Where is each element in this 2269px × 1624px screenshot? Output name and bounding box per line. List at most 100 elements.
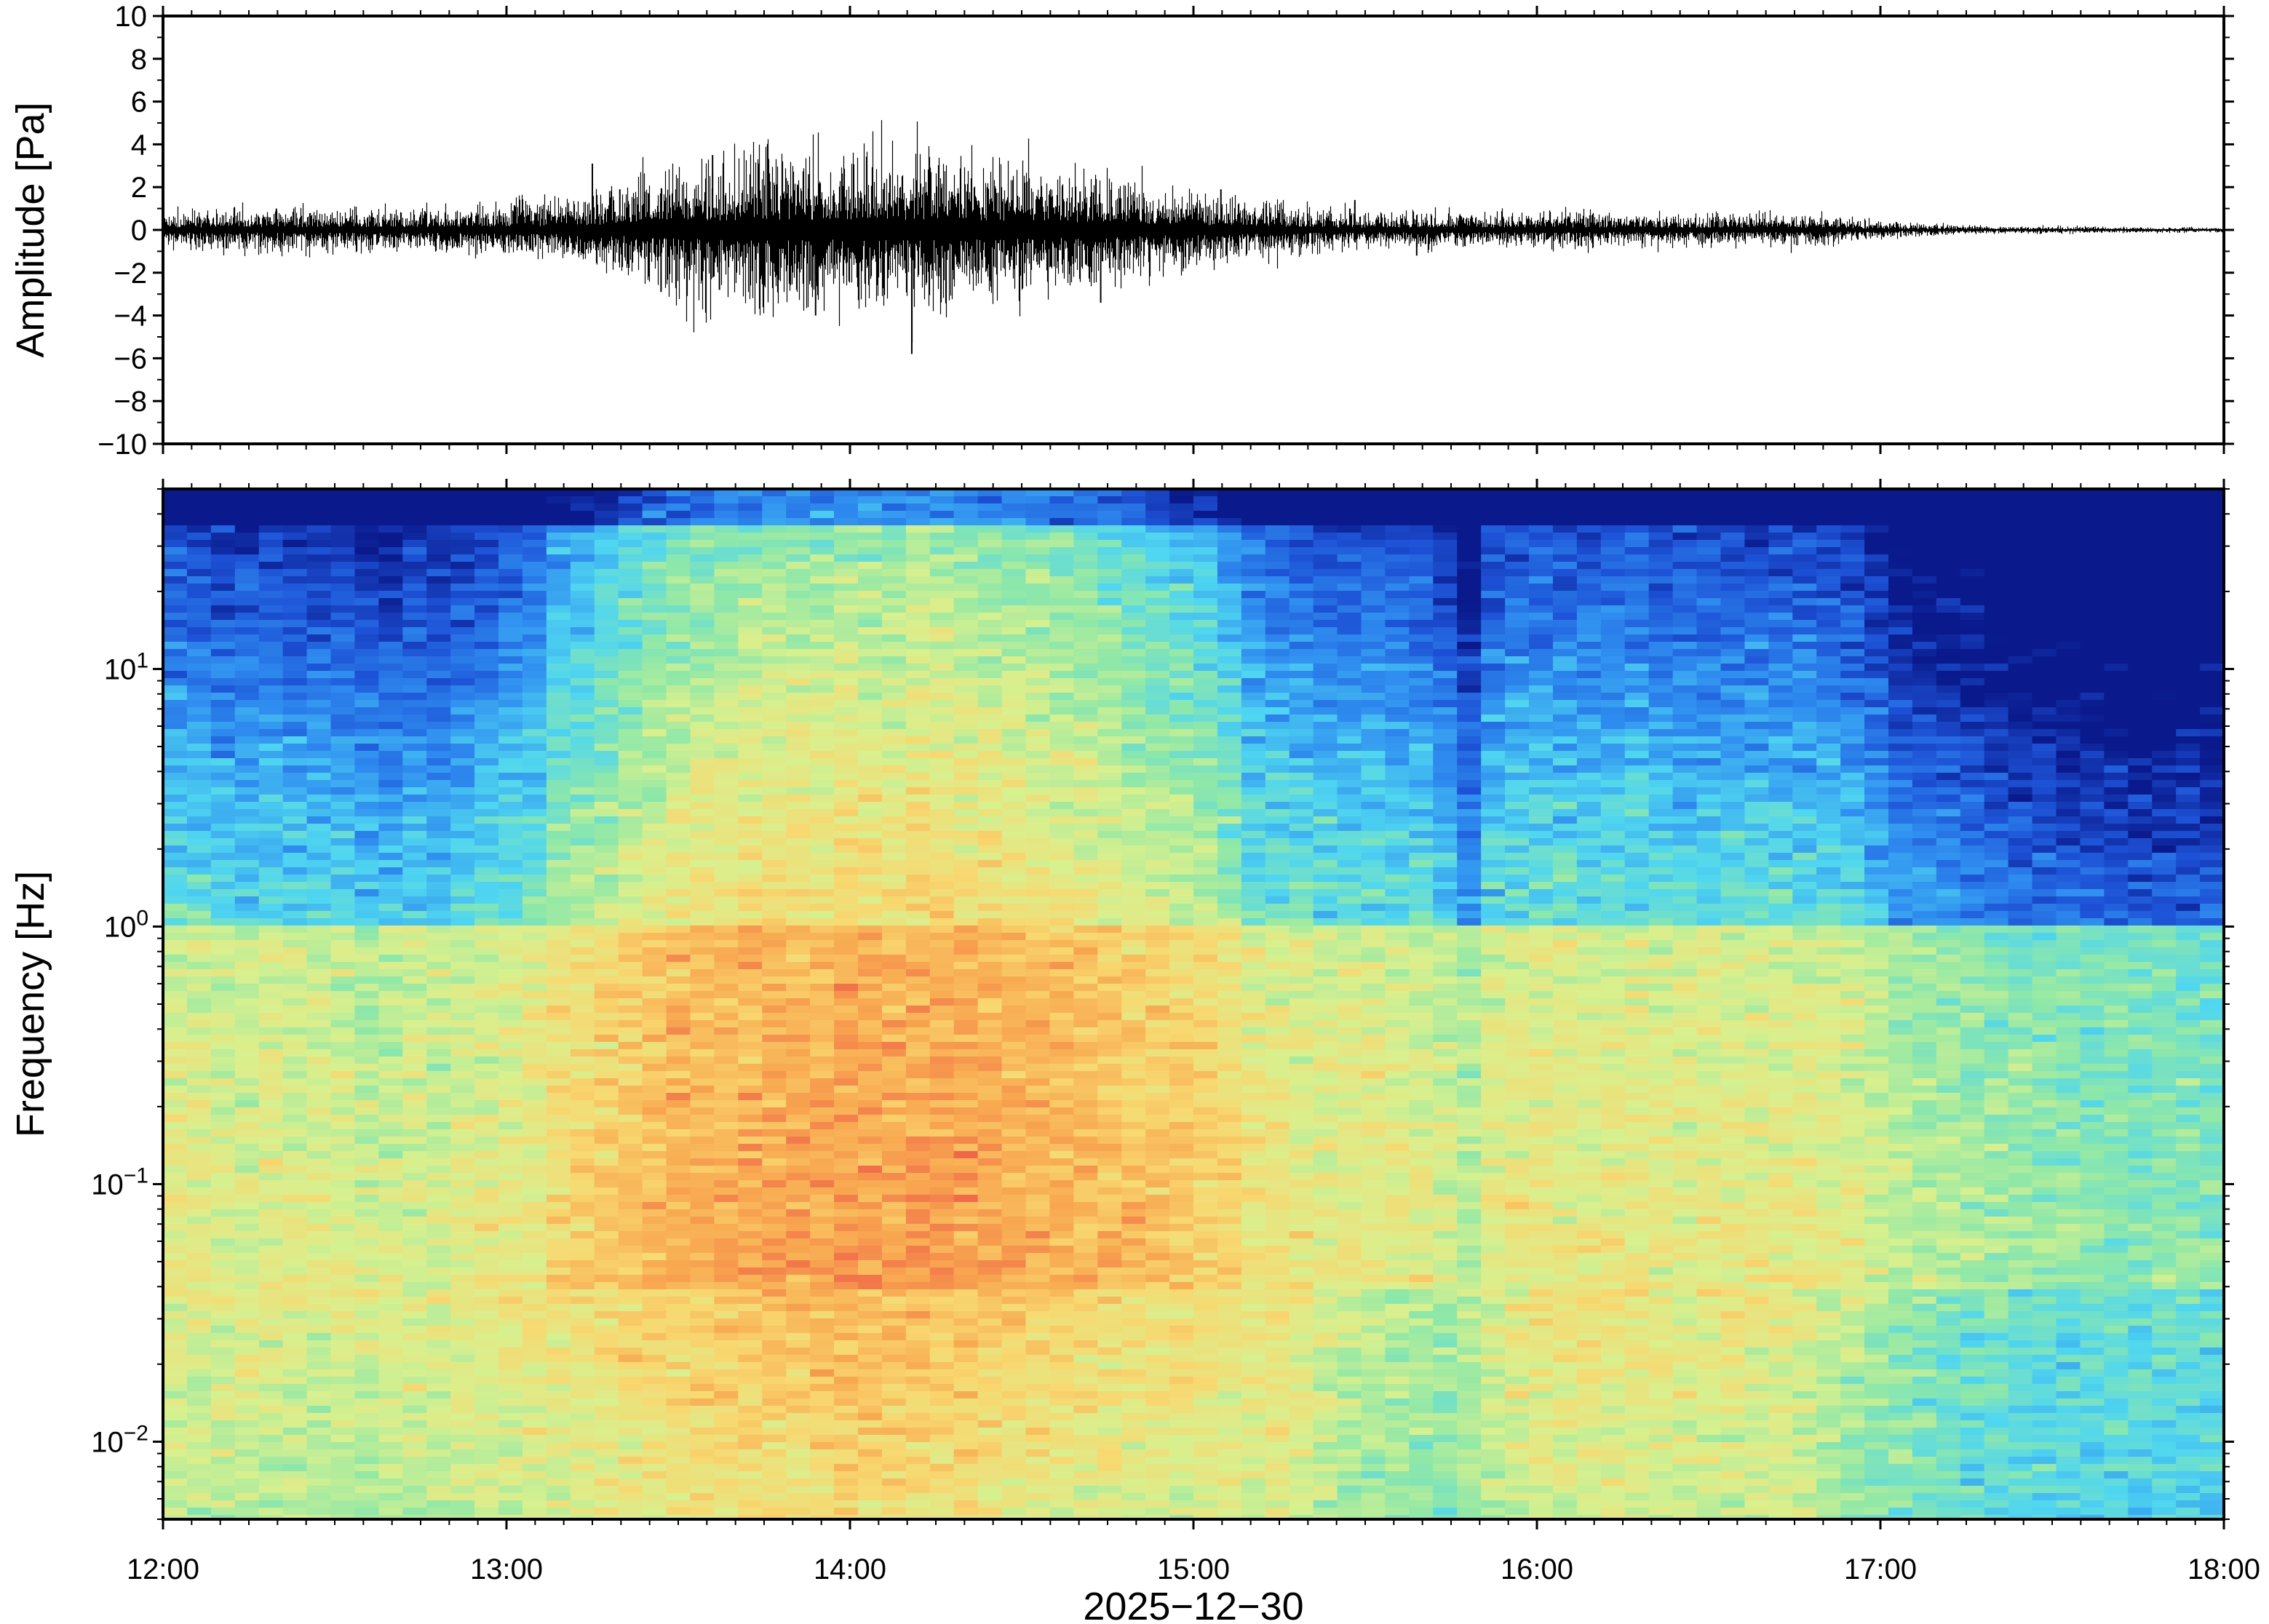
spectrogram-cell [786,1406,811,1414]
spectrogram-cell [474,1406,499,1414]
spectrogram-cell [282,1231,308,1239]
spectrogram-cell [234,867,260,875]
spectrogram-cell [929,1267,955,1275]
spectrogram-cell [810,620,835,628]
spectrogram-cell [762,1209,787,1217]
spectrogram-cell [402,533,427,541]
spectrogram-cell [690,1420,715,1428]
spectrogram-cell [186,1246,212,1254]
spectrogram-cell [570,933,595,941]
spectrogram-cell [522,1093,547,1101]
spectrogram-cell [210,1115,236,1123]
spectrogram-cell [762,1500,787,1508]
spectrogram-cell [810,845,835,853]
spectrogram-cell [234,1428,260,1436]
spectrogram-cell [905,649,931,657]
spectrogram-cell [306,1158,332,1166]
spectrogram-cell [163,751,188,759]
spectrogram-cell [857,911,883,919]
spectrogram-cell [786,1209,811,1217]
spectrogram-cell [905,693,931,701]
spectrogram-cell [450,1471,475,1479]
spectrogram-cell [522,1020,547,1028]
spectrogram-cell [474,1158,499,1166]
spectrogram-cell [929,584,955,592]
spectrogram-cell [690,671,715,679]
spectrogram-cell [570,1406,595,1414]
spectrogram-cell [786,1202,811,1210]
spectrogram-cell [210,1486,236,1494]
spectrogram-cell [474,1471,499,1479]
spectrogram-cell [282,584,308,592]
spectrogram-cell [762,1478,787,1486]
spectrogram-cell [546,1478,571,1486]
spectrogram-cell [330,1173,356,1181]
spectrogram-cell [857,991,883,999]
spectrogram-cell [834,947,859,955]
spectrogram-cell [881,664,907,672]
spectrogram-cell [258,664,284,672]
spectrogram-cell [642,918,667,926]
spectrogram-cell [834,765,859,773]
spectrogram-cell [929,700,955,708]
spectrogram-cell [210,1384,236,1392]
spectrogram-cell [762,904,787,912]
spectrogram-cell [522,1253,547,1261]
spectrogram-cell [330,969,356,977]
spectrogram-cell [810,1078,835,1086]
spectrogram-cell [522,787,547,795]
spectrogram-cell [378,693,403,701]
spectrogram-cell [163,649,188,657]
spectrogram-cell [330,1086,356,1094]
spectrogram-cell [498,853,523,861]
spectrogram-cell [426,1202,451,1210]
spectrogram-cell [426,540,451,548]
spectrogram-cell [810,1107,835,1115]
spectrogram-cell [306,1020,332,1028]
spectrogram-cell [690,1398,715,1406]
spectrogram-cell [714,1078,739,1086]
spectrogram-cell [210,700,236,708]
spectrogram-cell [474,1377,499,1385]
spectrogram-cell [354,1006,379,1014]
spectrogram-cell [546,525,571,533]
spectrogram-cell [881,685,907,693]
spectrogram-cell [378,1209,403,1217]
spectrogram-cell [642,525,667,533]
spectrogram-cell [690,547,715,555]
spectrogram-cell [426,1464,451,1472]
spectrogram-cell [186,991,212,999]
spectrogram-cell [234,642,260,650]
spectrogram-cell [857,860,883,868]
spectrogram-cell [905,1391,931,1399]
spectrogram-cell [234,1435,260,1443]
spectrogram-cell [738,1144,763,1152]
spectrogram-cell [714,1515,739,1520]
spectrogram-cell [570,962,595,970]
spectrogram-cell [546,613,571,621]
spectrogram-cell [450,671,475,679]
spectrogram-cell [306,1042,332,1050]
spectrogram-cell [378,1158,403,1166]
spectrogram-cell [378,998,403,1006]
spectrogram-cell [450,933,475,941]
spectrogram-cell [330,1238,356,1246]
spectrogram-cell [163,1122,188,1130]
spectrogram-cell [642,1122,667,1130]
spectrogram-cell [402,1318,427,1326]
spectrogram-cell [810,518,835,526]
spectrogram-cell [546,758,571,766]
spectrogram-cell [929,984,955,992]
spectrogram-cell [546,787,571,795]
spectrogram-cell [330,693,356,701]
spectrogram-cell [378,722,403,730]
spectrogram-cell [690,1093,715,1101]
spectrogram-cell [474,1515,499,1520]
spectrogram-cell [306,751,332,759]
spectrogram-cell [258,896,284,904]
spectrogram-cell [810,918,835,926]
spectrogram-cell [762,562,787,570]
spectrogram-cell [594,1282,619,1290]
spectrogram-cell [378,533,403,541]
spectrogram-cell [426,824,451,832]
